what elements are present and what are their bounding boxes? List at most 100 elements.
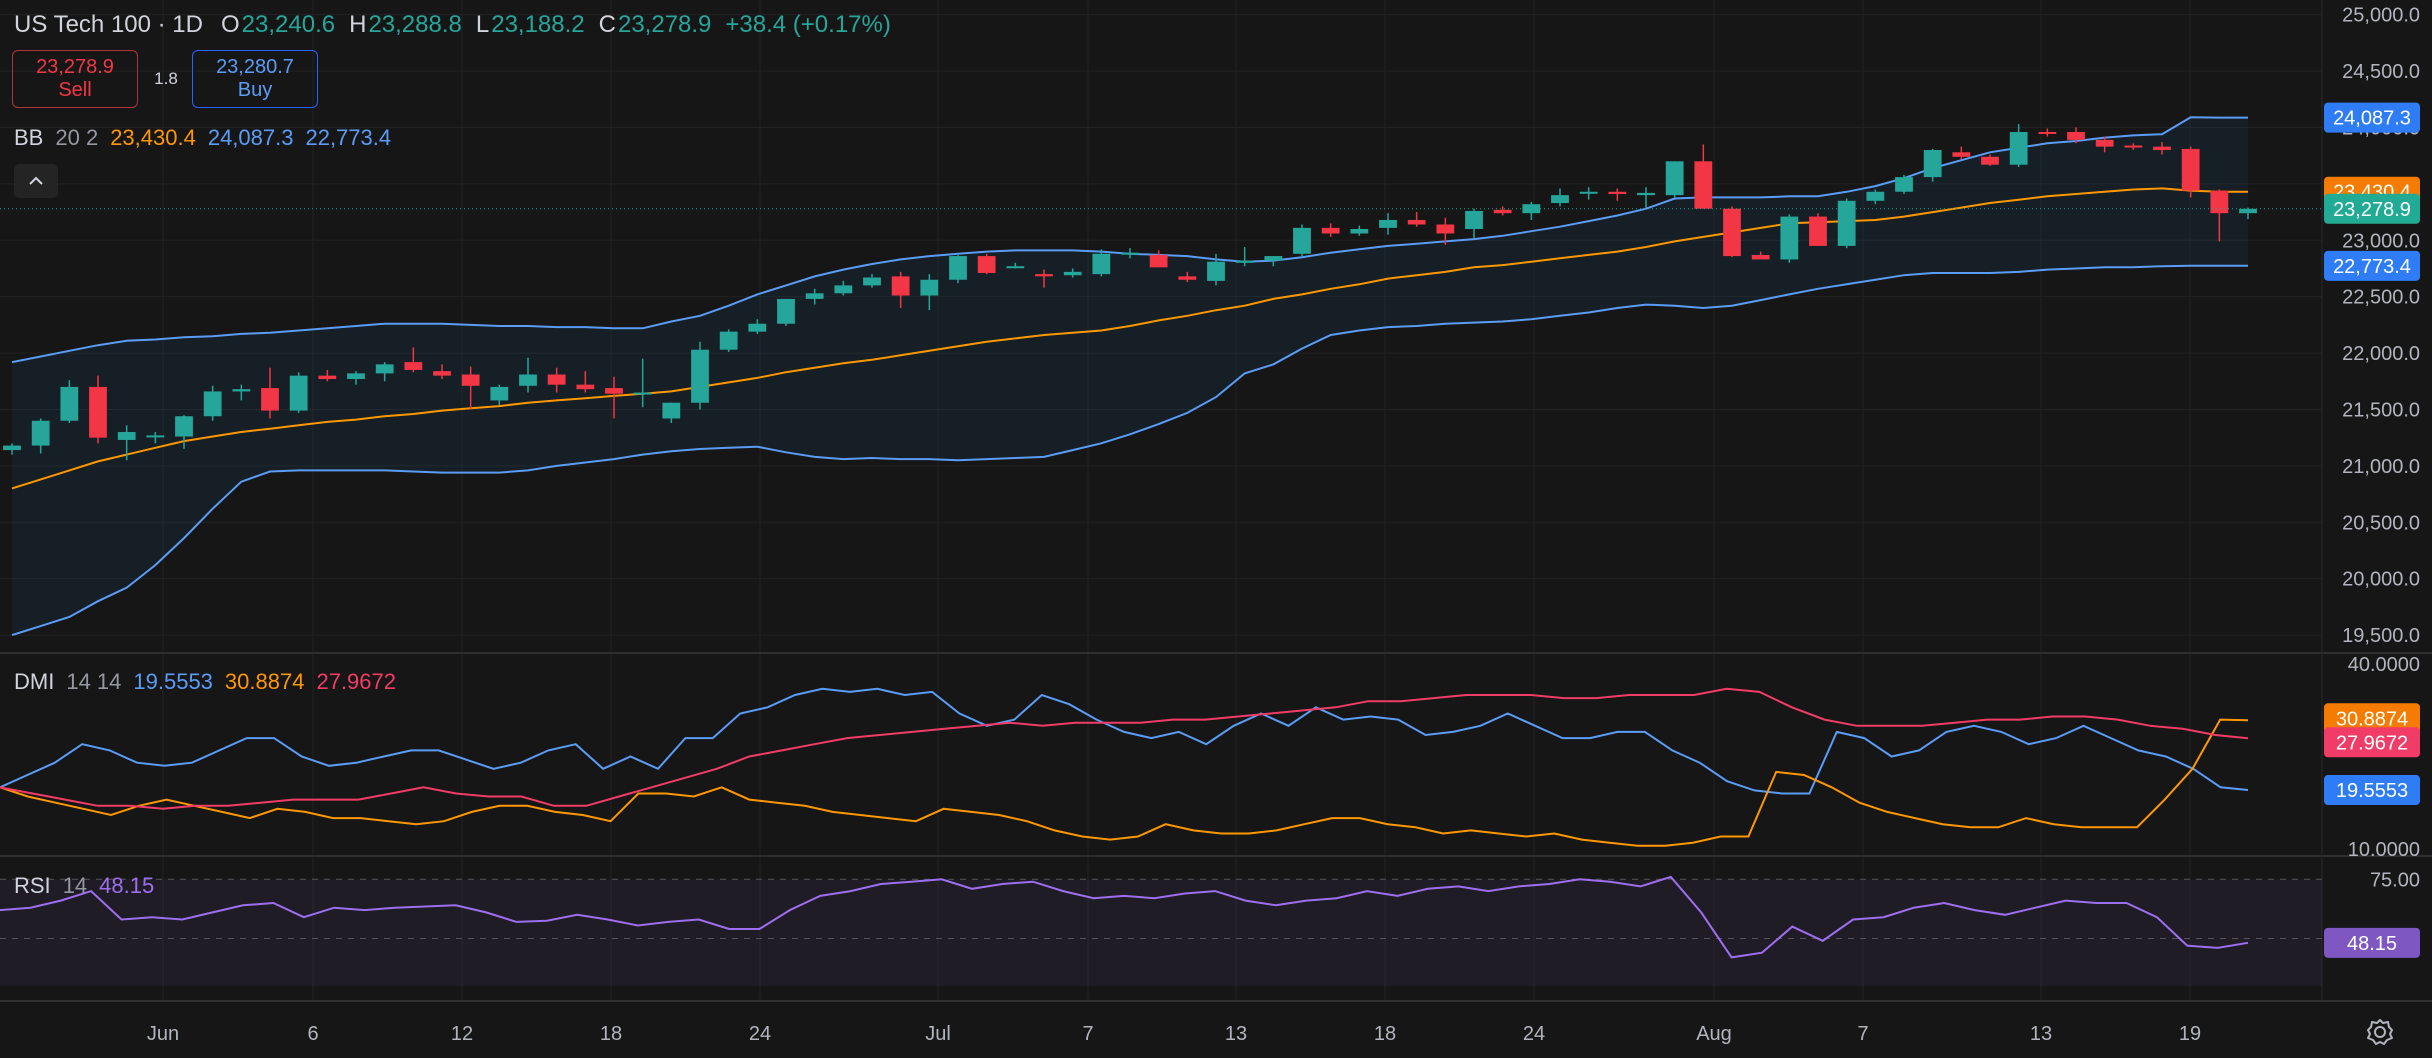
y-tick-label: 22,500.0 <box>2342 287 2420 309</box>
candle-body <box>547 374 566 385</box>
candle-body <box>1006 266 1025 269</box>
bb-upper-value: 24,087.3 <box>207 125 294 150</box>
candle-body <box>519 374 537 386</box>
dmi-plus-tag: 19.5553 <box>2336 780 2408 802</box>
bb-upper-tag-bg <box>2324 102 2420 133</box>
dmi-series-line <box>0 718 2249 847</box>
bb-band-fill <box>12 117 2248 636</box>
candle-body <box>1751 254 1770 260</box>
dmi-series-line <box>0 687 2249 795</box>
symbol-header: US Tech 100 · 1D O 23,240.6 H 23,288.8 L 23… <box>14 8 891 42</box>
candle-body <box>175 416 193 437</box>
candle-body <box>1063 271 1082 276</box>
buy-label: Buy <box>237 79 273 101</box>
dmi-series-line <box>0 687 2249 810</box>
candle-body <box>1035 274 1053 277</box>
rsi-value: 48.15 <box>99 873 155 898</box>
low-value: 23,188.2 <box>491 11 585 38</box>
y-tick-label: 23,000.0 <box>2342 230 2420 252</box>
candle-body <box>375 364 394 374</box>
bb-params: 20 2 <box>55 125 99 150</box>
candle-body <box>433 371 451 376</box>
candle-body <box>1694 161 1713 209</box>
candle-body <box>1350 228 1369 234</box>
candle-body <box>347 373 365 380</box>
candle-body <box>1321 227 1340 234</box>
x-tick-label: 18 <box>1374 1023 1396 1045</box>
bb-legend[interactable]: BB 20 2 23,430.4 24,087.3 22,773.4 <box>14 123 403 153</box>
candle-body <box>1264 256 1283 261</box>
candle-body <box>1207 261 1225 281</box>
dmi-plus-tag-bg <box>2324 775 2420 806</box>
candle-body <box>1522 204 1541 214</box>
last-price-tag: 23,278.9 <box>2333 199 2411 221</box>
candle-body <box>1551 195 1569 204</box>
candle-body <box>1608 191 1627 195</box>
dmi-plus-value: 19.5553 <box>133 669 213 694</box>
dmi-tick-label: 10.0000 <box>2348 839 2420 861</box>
high-label: H <box>349 11 367 38</box>
x-tick-label: 6 <box>307 1023 318 1045</box>
candle-body <box>633 392 652 395</box>
x-tick-label: 24 <box>749 1023 771 1045</box>
candle-body <box>1952 152 1971 157</box>
chevron-up-icon <box>29 176 43 185</box>
dmi-legend[interactable]: DMI 14 14 19.5553 30.8874 27.9672 <box>14 667 408 697</box>
candle-body <box>662 402 681 419</box>
candle-body <box>146 435 165 438</box>
change-value: +38.4 (+0.17%) <box>725 11 891 38</box>
y-tick-label: 24,500.0 <box>2342 61 2420 83</box>
candle-body <box>920 279 939 296</box>
sell-label: Sell <box>58 79 92 101</box>
candle-body <box>1293 227 1311 254</box>
spread-value: 1.8 <box>154 69 178 88</box>
buy-button[interactable]: 23,280.7 Buy <box>192 50 318 108</box>
bb-basis-line <box>11 187 2248 490</box>
candle-body <box>404 362 423 370</box>
candle-body <box>1436 224 1455 234</box>
dmi-adx-tag: 27.9672 <box>2336 732 2408 754</box>
candle-body <box>1493 209 1512 214</box>
candle-body <box>576 384 595 390</box>
candle-body <box>2095 139 2114 147</box>
settings-icon[interactable] <box>2364 1016 2396 1048</box>
collapse-legend-button[interactable] <box>14 164 58 198</box>
rsi-name: RSI <box>14 873 51 898</box>
rsi-tag: 48.15 <box>2347 933 2397 955</box>
candle-body <box>2181 148 2200 191</box>
candle-body <box>117 432 136 440</box>
open-label: O <box>221 11 240 38</box>
candle-body <box>1780 216 1799 260</box>
candle-body <box>1923 150 1942 178</box>
candle-body <box>977 256 996 273</box>
candle-body <box>232 389 251 392</box>
candle-body <box>261 388 279 411</box>
sell-button[interactable]: 23,278.9 Sell <box>12 50 138 108</box>
y-tick-label: 19,500.0 <box>2342 625 2420 647</box>
sell-price: 23,278.9 <box>36 56 114 78</box>
rsi-legend[interactable]: RSI 14 48.15 <box>14 871 166 901</box>
candle-body <box>3 445 21 451</box>
candle-body <box>2210 190 2229 214</box>
bb-basis-value: 23,430.4 <box>110 125 196 150</box>
symbol-title[interactable]: US Tech 100 · 1D <box>14 11 203 38</box>
candle-body <box>2124 145 2143 148</box>
x-tick-label: 18 <box>600 1023 622 1045</box>
candle-body <box>691 349 709 403</box>
candle-body <box>1837 200 1856 246</box>
candle-body <box>1809 216 1827 246</box>
rsi-series-line <box>0 875 2249 959</box>
candle-body <box>1637 192 1655 196</box>
low-label: L <box>475 11 490 38</box>
x-tick-label: 13 <box>1225 1023 1247 1045</box>
x-tick-label: 12 <box>451 1023 473 1045</box>
dmi-minus-value: 30.8874 <box>224 669 305 694</box>
candle-body <box>1235 260 1254 263</box>
candle-body <box>834 285 853 294</box>
rsi-tag-bg <box>2324 927 2420 958</box>
y-tick-label: 20,000.0 <box>2342 569 2420 591</box>
candle-body <box>1092 253 1111 275</box>
candle-body <box>318 375 337 380</box>
last-price-tag-bg <box>2324 193 2420 224</box>
